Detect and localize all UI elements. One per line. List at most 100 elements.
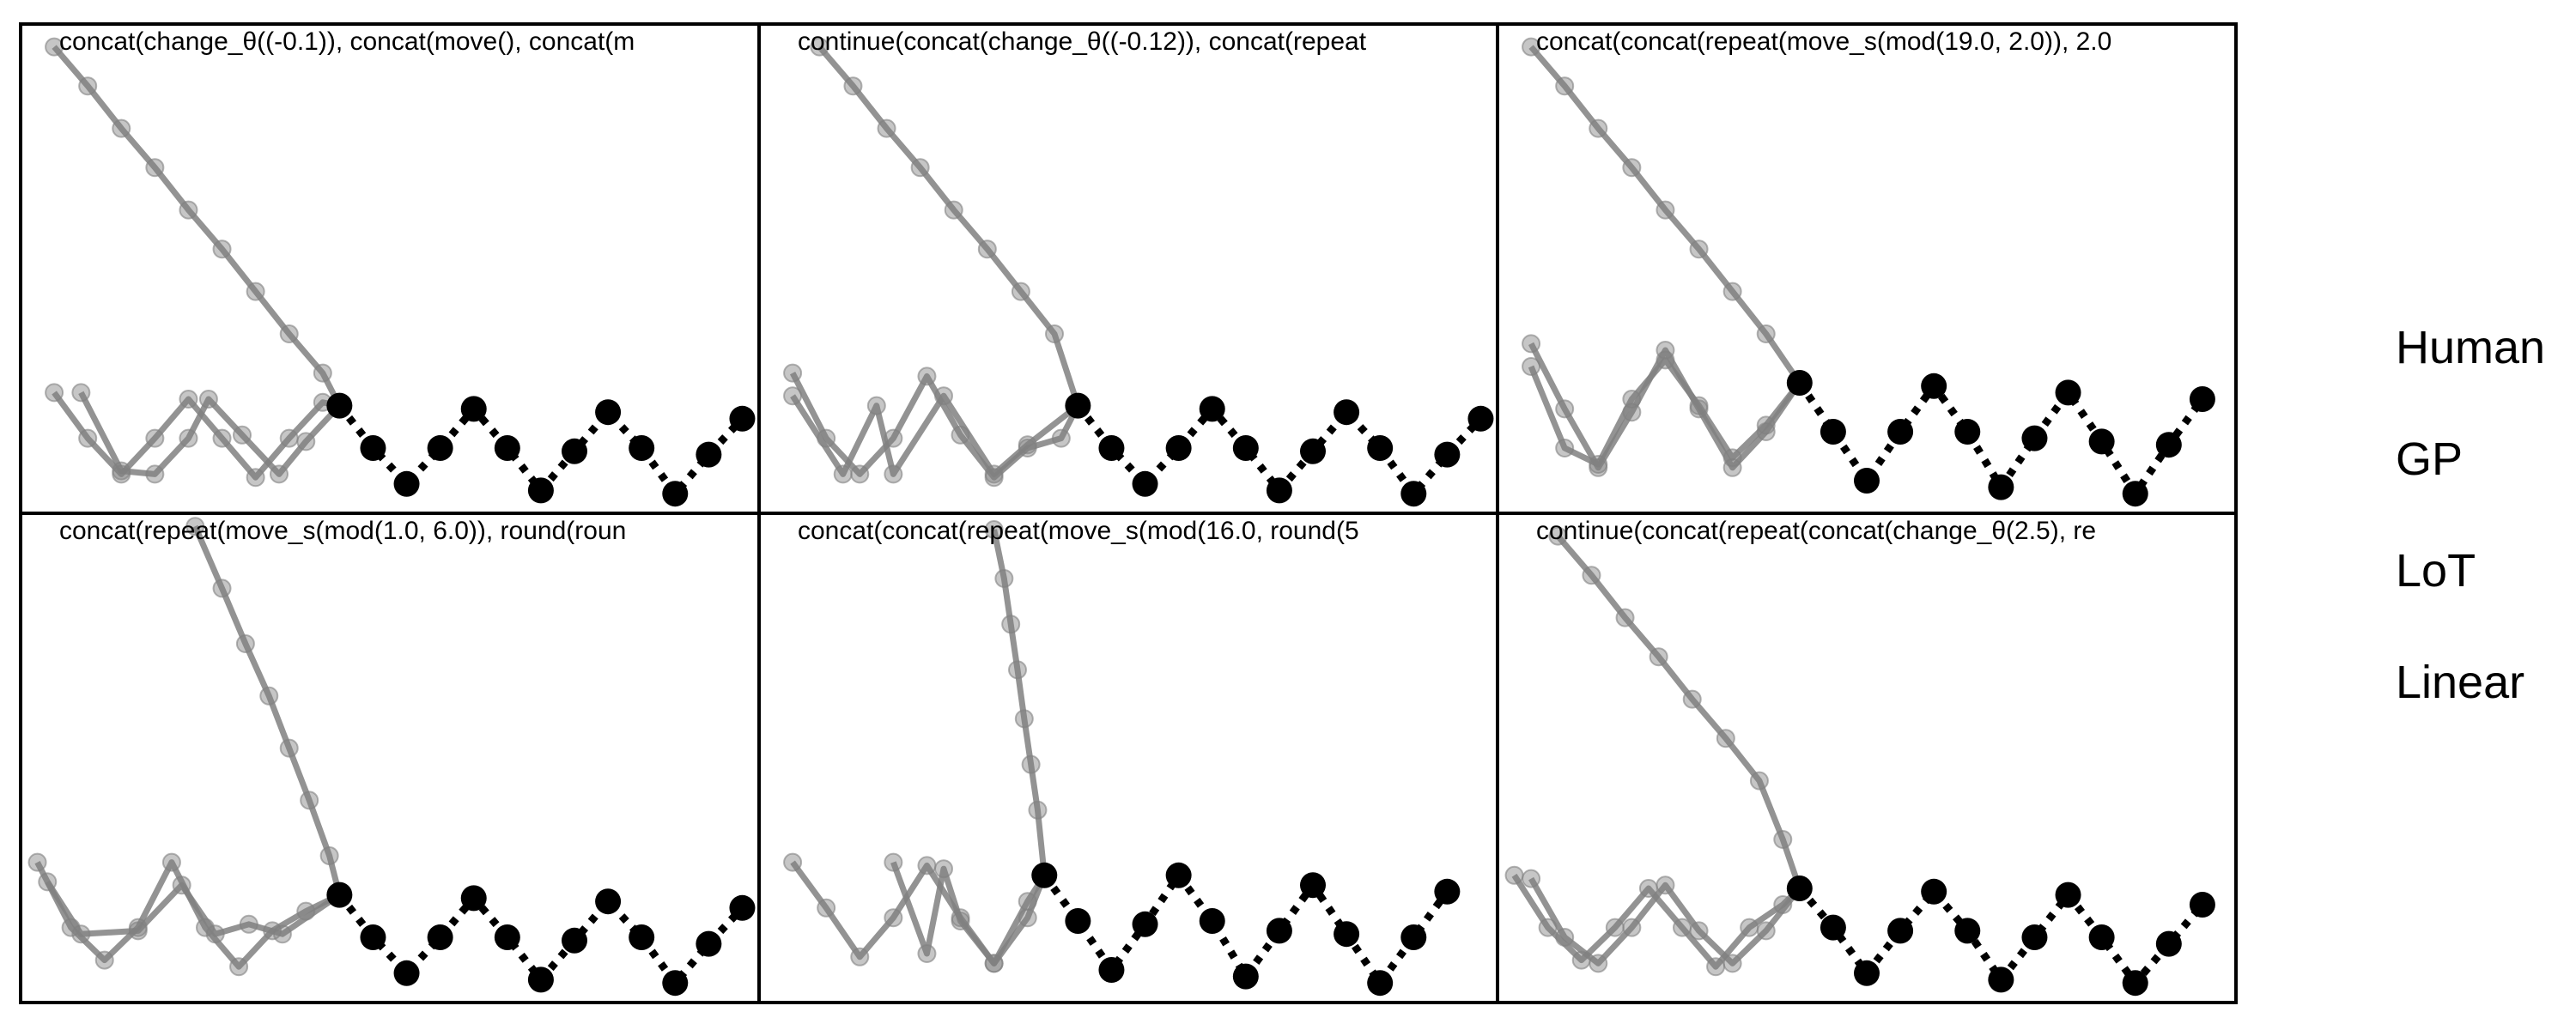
legend: Human GP LoT Linear	[2396, 309, 2567, 755]
prediction-point	[112, 118, 131, 138]
observed-point	[1400, 924, 1427, 950]
prediction-point	[1749, 771, 1769, 791]
prediction-point	[1689, 396, 1709, 415]
panel-3: concat(concat(repeat(move_s(mod(19.0, 2.…	[1496, 22, 2238, 515]
observed-point	[1400, 481, 1427, 507]
prediction-point	[279, 738, 299, 758]
prediction-point	[934, 386, 953, 406]
prediction-point	[1656, 200, 1675, 220]
prediction-point	[1018, 892, 1037, 912]
observed-point	[1434, 878, 1461, 905]
prediction-point	[1522, 334, 1541, 354]
prediction-line	[1528, 45, 1802, 385]
observed-point	[1098, 435, 1125, 461]
observed-point	[629, 435, 655, 461]
observed-point	[527, 966, 554, 993]
prediction-point	[45, 383, 64, 403]
prediction-point	[212, 239, 232, 259]
observed-point	[2088, 428, 2115, 455]
prediction-line	[192, 524, 343, 896]
prediction-point	[850, 947, 870, 966]
panel-5: concat(concat(repeat(move_s(mod(16.0, ro…	[757, 512, 1499, 1004]
prediction-line	[1555, 534, 1803, 890]
observed-point	[1031, 862, 1058, 888]
prediction-line	[1528, 876, 1802, 966]
prediction-point	[270, 464, 289, 484]
prediction-point	[1756, 415, 1776, 435]
prediction-point	[279, 428, 299, 448]
observed-point	[595, 399, 622, 426]
observed-point	[2055, 882, 2081, 908]
prediction-point	[1555, 928, 1575, 947]
prediction-point	[161, 852, 181, 872]
prediction-point	[185, 517, 205, 536]
observed-point	[1434, 441, 1461, 468]
prediction-point	[984, 954, 1004, 973]
observed-point	[562, 438, 587, 464]
prediction-point	[112, 461, 131, 481]
observed-point	[729, 405, 756, 432]
prediction-point	[1673, 918, 1692, 937]
prediction-point	[1589, 118, 1608, 138]
observed-point	[2021, 924, 2048, 950]
prediction-point	[1522, 37, 1541, 57]
observed-point	[1854, 960, 1880, 986]
observed-point	[1786, 876, 1813, 901]
observed-point	[729, 894, 756, 921]
observed-point	[1165, 862, 1192, 888]
panel-2: continue(concat(change_θ((-0.12)), conca…	[757, 22, 1499, 515]
prediction-point	[850, 464, 870, 484]
panel-background	[759, 513, 1498, 1003]
observed-point	[1854, 468, 1880, 494]
observed-point	[2088, 924, 2115, 950]
prediction-point	[145, 428, 165, 448]
observed-point	[527, 477, 554, 504]
prediction-point	[212, 428, 232, 448]
observed-point	[1954, 419, 1981, 445]
prediction-point	[1008, 660, 1027, 680]
prediction-point	[128, 921, 148, 941]
observed-point	[1786, 370, 1813, 396]
prediction-point	[1656, 876, 1675, 895]
prediction-line	[52, 391, 341, 481]
prediction-point	[910, 158, 930, 178]
observed-point	[1921, 878, 1947, 905]
observed-point	[1921, 373, 1947, 399]
observed-point	[1300, 438, 1326, 464]
prediction-line	[991, 529, 1048, 876]
panel-title: concat(change_θ((-0.1)), concat(move(), …	[59, 27, 635, 56]
panel-plot-area: concat(concat(repeat(move_s(mod(19.0, 2.…	[1522, 27, 2215, 507]
observed-point	[360, 435, 386, 461]
observed-point	[1098, 957, 1125, 983]
prediction-line	[817, 45, 1081, 407]
prediction-point	[884, 464, 903, 484]
prediction-point	[1605, 918, 1625, 937]
prediction-point	[1615, 608, 1635, 627]
prediction-point	[259, 686, 279, 706]
prediction-point	[1582, 566, 1601, 585]
prediction-line	[1511, 873, 1802, 970]
prediction-point	[1722, 282, 1742, 301]
prediction-point	[1622, 918, 1642, 937]
prediction-point	[1001, 615, 1021, 634]
observed-point	[1334, 399, 1360, 426]
observed-point	[2189, 892, 2215, 918]
prediction-point	[94, 950, 114, 970]
observed-point	[2189, 386, 2215, 412]
prediction-point	[984, 464, 1004, 484]
observed-point	[1467, 405, 1494, 432]
panel-6: continue(concat(repeat(concat(change_θ(2…	[1496, 512, 2238, 1004]
prediction-point	[1689, 239, 1709, 259]
observed-point	[2122, 970, 2148, 997]
prediction-line	[78, 391, 342, 477]
prediction-point	[1689, 921, 1709, 941]
observed-point	[393, 470, 420, 497]
prediction-point	[917, 944, 937, 963]
prediction-point	[27, 852, 47, 872]
observed-point	[2155, 930, 2182, 957]
prediction-point	[934, 859, 953, 879]
prediction-point	[1045, 324, 1064, 343]
observed-point	[1132, 470, 1158, 497]
observed-point	[1132, 911, 1158, 937]
